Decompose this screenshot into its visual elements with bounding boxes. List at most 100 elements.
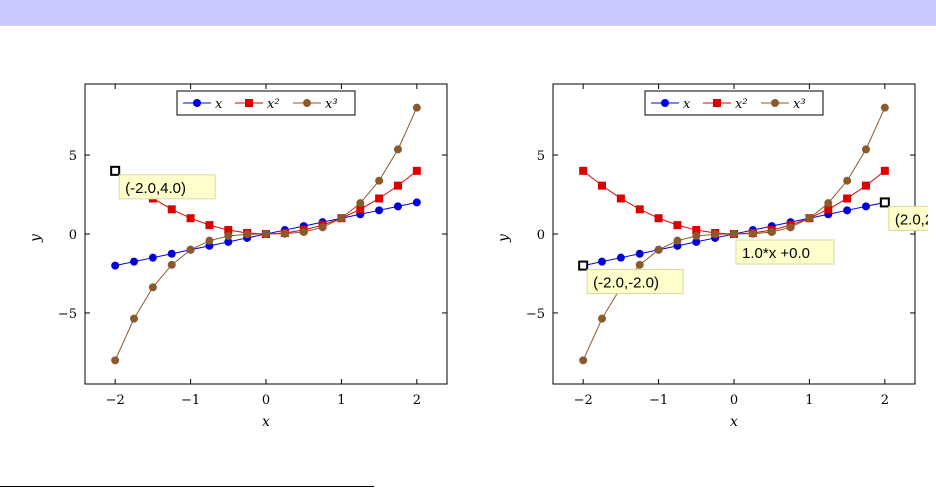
y-tick-label: 5 [69, 149, 77, 164]
series-point-1 [635, 205, 644, 214]
series-point-1 [186, 214, 195, 223]
series-point-2 [861, 145, 870, 154]
series-point-2 [880, 103, 889, 112]
x-tick-label: 1 [805, 393, 813, 408]
footnote-rule [0, 486, 374, 487]
x-tick-label: 1 [337, 393, 345, 408]
y-tick-label: 0 [537, 228, 545, 243]
legend-marker [193, 99, 201, 107]
series-point-1 [598, 181, 607, 190]
series-point-0 [224, 237, 233, 246]
annotation-box [586, 269, 684, 295]
series-point-0 [393, 202, 402, 211]
series-point-2 [805, 214, 814, 223]
x-tick-label: −1 [181, 393, 200, 408]
chart-left: −2 −1 0 1 2 −5 0 5 x y x x² x³ (-2.0,4.0) [0, 70, 460, 440]
annotation-marker [110, 165, 121, 176]
series-point-1 [861, 181, 870, 190]
legend-label: x [215, 97, 223, 112]
chart-left-svg: −2 −1 0 1 2 −5 0 5 x y x x² x³ (-2.0,4.0) [28, 83, 448, 430]
series-point-2 [243, 230, 252, 239]
annotation-marker [578, 260, 589, 271]
chart-right: −2 −1 0 1 2 −5 0 5 x y x x² x³ (-2.0,-2.0) (2.0,2.0) 1.… [468, 70, 928, 440]
series-point-1 [356, 205, 365, 214]
y-tick-label: −5 [526, 307, 545, 322]
annotation-label: (-2.0,-2.0) [593, 275, 659, 292]
series-point-2 [635, 260, 644, 269]
series-point-0 [412, 198, 421, 207]
y-tick-label: 5 [537, 149, 545, 164]
series-point-1 [824, 205, 833, 214]
series-point-2 [262, 230, 270, 238]
series-line-1 [582, 170, 886, 235]
legend-marker [713, 99, 721, 107]
series-point-2 [412, 103, 421, 112]
series-point-2 [692, 231, 701, 240]
series-point-2 [786, 223, 795, 232]
series-point-1 [412, 166, 421, 175]
legend-label: x³ [325, 97, 338, 112]
x-tick-label: −2 [106, 393, 125, 408]
series-point-0 [111, 261, 120, 270]
x-tick-label: 2 [881, 393, 889, 408]
series-point-1 [673, 221, 682, 230]
series-point-0 [843, 206, 852, 215]
series-point-0 [598, 257, 607, 266]
series-point-1 [616, 194, 625, 203]
x-axis-label: x [262, 414, 270, 430]
series-point-2 [280, 229, 289, 238]
series-point-0 [861, 202, 870, 211]
annotation-box [735, 239, 835, 265]
annotation-label: 1.0*x +0.0 [742, 245, 810, 262]
y-tick-label: −5 [58, 307, 77, 322]
series-point-0 [130, 257, 139, 266]
legend-label: x³ [793, 97, 806, 112]
series-point-2 [148, 283, 157, 292]
x-tick-label: 2 [413, 393, 421, 408]
x-tick-label: 0 [262, 393, 270, 408]
series-point-0 [167, 249, 176, 258]
x-axis-label: x [730, 414, 738, 430]
series-point-2 [711, 230, 720, 239]
series-point-2 [375, 176, 384, 185]
series-point-1 [167, 205, 176, 214]
series-point-2 [318, 223, 327, 232]
series-point-2 [767, 228, 776, 237]
series-point-2 [730, 230, 738, 238]
x-tick-label: 0 [730, 393, 738, 408]
y-axis-label: y [496, 233, 512, 243]
series-point-2 [337, 214, 346, 223]
annotation-label: (-2.0,4.0) [125, 180, 186, 197]
legend-label: x [683, 97, 691, 112]
legend-marker [771, 99, 779, 107]
x-tick-label: −1 [649, 393, 668, 408]
annotation-marker [879, 197, 890, 208]
annotation-box [888, 205, 928, 231]
top-bar [0, 0, 936, 26]
series-point-2 [205, 236, 214, 245]
series-point-1 [880, 166, 889, 175]
series-point-1 [205, 221, 214, 230]
legend-label: x² [735, 97, 748, 112]
series-point-1 [654, 214, 663, 223]
annotation-label: (2.0,2.0) [895, 211, 928, 228]
series-point-0 [148, 253, 157, 262]
series-point-2 [167, 260, 176, 269]
series-point-0 [375, 206, 384, 215]
series-point-2 [843, 176, 852, 185]
series-point-0 [616, 253, 625, 262]
series-point-2 [356, 199, 365, 208]
series-point-2 [654, 245, 663, 254]
series-point-2 [224, 231, 233, 240]
series-point-1 [843, 194, 852, 203]
series-point-2 [824, 199, 833, 208]
series-point-2 [393, 145, 402, 154]
legend-marker [303, 99, 311, 107]
series-point-2 [186, 245, 195, 254]
y-axis-label: y [28, 233, 44, 243]
series-point-2 [130, 314, 139, 323]
x-tick-label: −2 [574, 393, 593, 408]
series-point-0 [692, 237, 701, 246]
y-tick-label: 0 [69, 228, 77, 243]
series-point-2 [673, 236, 682, 245]
